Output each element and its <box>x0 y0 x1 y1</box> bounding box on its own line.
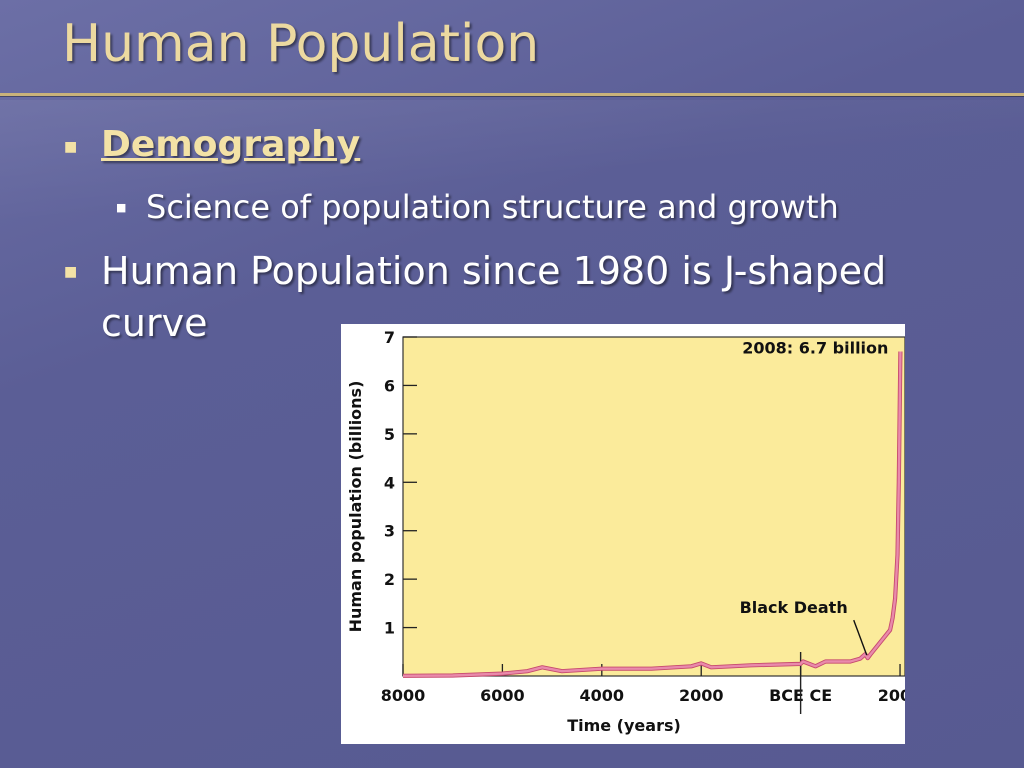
slide-title: Human Population <box>62 14 540 74</box>
y-tick-label: 7 <box>384 328 395 347</box>
y-axis-ticks: 1 2 3 4 5 6 7 <box>384 328 417 638</box>
annotation-2008: 2008: 6.7 billion <box>742 339 888 358</box>
annotation-black-death: Black Death <box>740 598 848 617</box>
x-tick-label: 2000 <box>878 686 905 705</box>
bullet-demography: Demography <box>101 124 361 165</box>
population-line <box>402 351 902 677</box>
title-divider <box>0 93 1024 96</box>
bullet-square-icon: ■ <box>116 201 127 214</box>
bullet-square-icon: ■ <box>64 139 78 155</box>
black-death-leader-line <box>853 619 868 656</box>
plot-area <box>402 336 906 677</box>
y-tick-label: 2 <box>384 570 395 589</box>
bullet-j-curve: Human Population since 1980 is J-shaped … <box>101 249 887 345</box>
bullet-square-icon: ■ <box>64 264 78 280</box>
y-tick-label: 6 <box>384 376 395 395</box>
x-tick-label: 2000 <box>679 686 724 705</box>
y-axis-label: Human population (billions) <box>346 381 365 633</box>
bullet-science-definition: Science of population structure and grow… <box>146 188 839 226</box>
x-tick-label: 6000 <box>480 686 525 705</box>
x-tick-label: 8000 <box>381 686 426 705</box>
x-axis-label: Time (years) <box>567 716 681 735</box>
x-tick-label: 4000 <box>580 686 625 705</box>
y-tick-label: 4 <box>384 473 395 492</box>
y-tick-label: 1 <box>384 619 395 638</box>
y-tick-label: 5 <box>384 425 395 444</box>
y-tick-label: 3 <box>384 522 395 541</box>
